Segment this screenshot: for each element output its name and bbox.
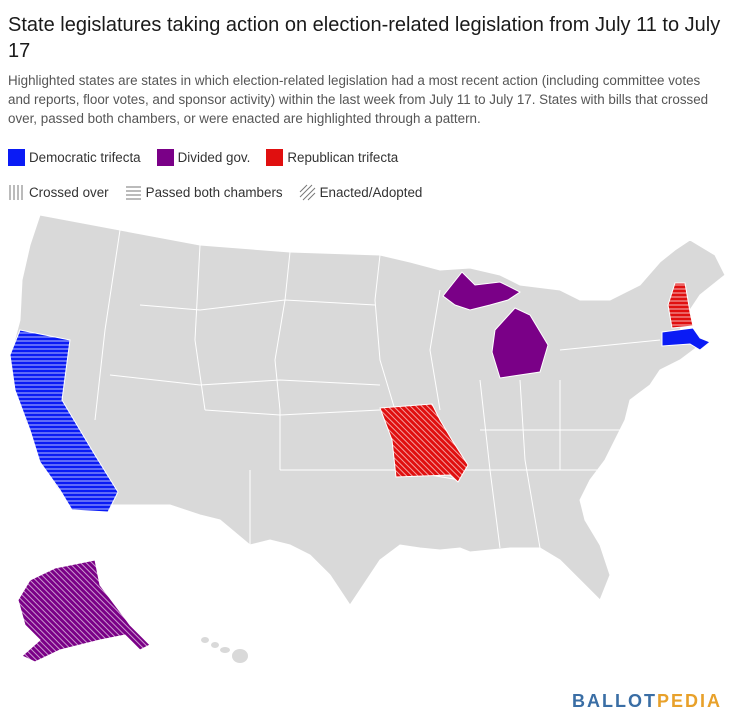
republican-swatch bbox=[266, 149, 284, 166]
diagonal-lines-pattern-icon bbox=[299, 184, 315, 201]
state-massachusetts bbox=[661, 327, 711, 351]
horizontal-lines-pattern-icon bbox=[125, 186, 141, 200]
legend-item-passed-both: Passed both chambers bbox=[125, 184, 283, 201]
legend-item-democratic: Democratic trifecta bbox=[8, 149, 141, 166]
legend-label-republican: Republican trifecta bbox=[287, 150, 399, 165]
state-michigan bbox=[442, 271, 549, 379]
legend-item-divided: Divided gov. bbox=[156, 149, 251, 166]
legend-label-passed-both: Passed both chambers bbox=[145, 185, 283, 200]
state-hawaii bbox=[201, 637, 248, 663]
democratic-swatch bbox=[8, 149, 25, 166]
pattern-legend: Crossed over Passed both chambers Enacte… bbox=[8, 184, 438, 201]
ballotpedia-logo: BALLOTPEDIA bbox=[572, 691, 722, 711]
chart-title: State legislatures taking action on elec… bbox=[8, 14, 721, 62]
color-legend: Democratic trifecta Divided gov. Republi… bbox=[8, 149, 414, 166]
legend-label-enacted: Enacted/Adopted bbox=[319, 185, 423, 200]
legend-item-republican: Republican trifecta bbox=[266, 149, 398, 166]
us-states-map bbox=[9, 214, 726, 663]
divided-swatch bbox=[156, 149, 174, 166]
legend-label-democratic: Democratic trifecta bbox=[29, 150, 141, 165]
legend-item-enacted: Enacted/Adopted bbox=[299, 184, 423, 201]
contiguous-us-base bbox=[11, 214, 726, 606]
legend-item-crossed-over: Crossed over bbox=[8, 184, 109, 201]
vertical-lines-pattern-icon bbox=[9, 185, 23, 200]
legend-label-crossed-over: Crossed over bbox=[29, 185, 109, 200]
legend-label-divided: Divided gov. bbox=[177, 150, 251, 165]
chart-subtitle: Highlighted states are states in which e… bbox=[8, 73, 709, 126]
